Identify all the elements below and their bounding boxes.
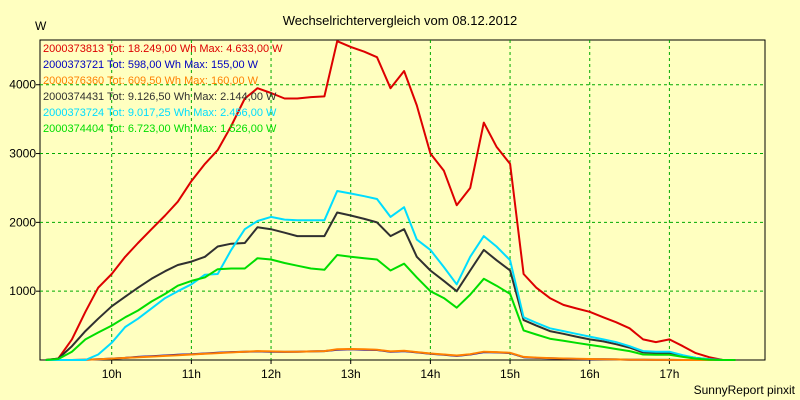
x-tick-label: 12h (261, 367, 281, 381)
series-line-5 (45, 190, 736, 361)
y-tick-label: 1000 (9, 284, 36, 298)
footer-credit: SunnyReport pinxit (694, 383, 796, 397)
series-line-6 (45, 254, 736, 361)
plot-frame (39, 39, 766, 361)
legend-entry-4: 2000374431 Tot: 9.126,50 Wh Max: 2.144,0… (43, 91, 277, 103)
x-tick-label: 10h (102, 367, 122, 381)
x-tick-label: 15h (500, 367, 520, 381)
legend-entry-5: 2000373724 Tot: 9.017,25 Wh Max: 2.456,0… (43, 107, 277, 119)
chart-title: Wechselrichtervergleich vom 08.12.2012 (283, 13, 518, 28)
legend-entry-3: 2000376360 Tot: 609,50 Wh Max: 160,00 W (43, 75, 259, 87)
y-tick-label: 3000 (9, 147, 36, 161)
y-tick-label: 2000 (9, 215, 36, 229)
series-line-1 (45, 40, 736, 361)
x-tick-label: 16h (580, 367, 600, 381)
x-tick-label: 13h (341, 367, 361, 381)
legend-entry-6: 2000374404 Tot: 6.723,00 Wh Max: 1.526,0… (43, 123, 277, 135)
x-tick-label: 17h (659, 367, 679, 381)
x-tick-label: 14h (420, 367, 440, 381)
y-axis-label: W (35, 19, 47, 33)
series-line-4 (45, 211, 736, 361)
series-line-3 (45, 348, 736, 361)
y-tick-label: 4000 (9, 78, 36, 92)
x-tick-label: 11h (182, 367, 201, 381)
legend-entry-1: 2000373813 Tot: 18.249,00 Wh Max: 4.633,… (43, 43, 283, 55)
plot-area: 10h 11h 12h 13h 14h 15h 16h 17h 1000 2000 3000 4000… (9, 39, 766, 381)
legend-entry-2: 2000373721 Tot: 598,00 Wh Max: 155,00 W (43, 59, 259, 71)
